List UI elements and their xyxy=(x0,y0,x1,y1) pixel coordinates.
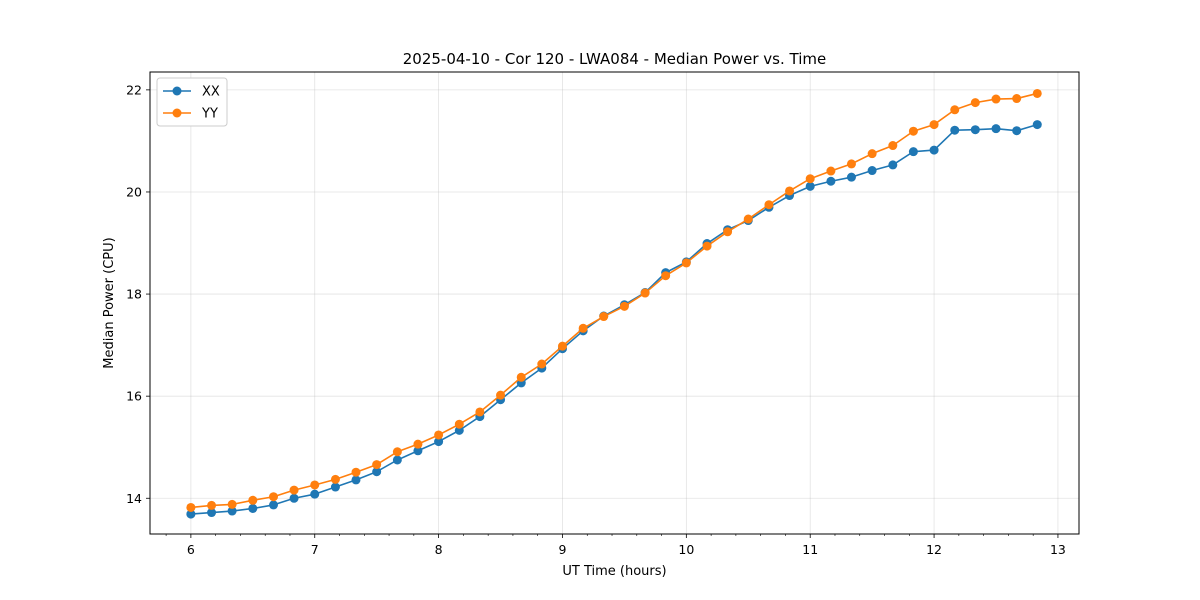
y-tick-label: 20 xyxy=(126,184,142,199)
series-xx-point xyxy=(991,124,1001,134)
series-xx-point xyxy=(970,125,980,135)
series-xx-point xyxy=(805,181,815,191)
series-yy-point xyxy=(434,430,444,440)
legend: XX YY xyxy=(156,77,228,127)
legend-yy-label: YY xyxy=(201,107,218,122)
series-yy-point xyxy=(1032,88,1042,98)
series-xx-point xyxy=(289,493,299,503)
series-yy-point xyxy=(578,323,588,333)
series-yy-point xyxy=(372,460,382,470)
series-yy-point xyxy=(991,94,1001,104)
series-xx-point xyxy=(269,500,278,510)
axis-ticks: 6 7 8 9 10 11 12 13 14 16 18 20 22 xyxy=(126,82,1066,557)
x-tick-label: 12 xyxy=(926,542,942,557)
series-xx-point xyxy=(1012,126,1022,136)
series-xx-point xyxy=(207,508,217,518)
x-tick-label: 11 xyxy=(802,542,818,557)
series-yy-point xyxy=(516,372,526,382)
series-xx-point xyxy=(950,125,960,135)
series-yy-point xyxy=(351,467,361,477)
series-yy-point xyxy=(330,474,340,484)
y-tick-label: 16 xyxy=(126,389,142,404)
x-tick-label: 8 xyxy=(435,542,443,557)
series-yy-point xyxy=(929,120,939,130)
series-xx-point xyxy=(1032,120,1042,130)
series-yy-point xyxy=(207,500,217,510)
y-axis-title: Median Power (CPU) xyxy=(102,237,117,368)
series-yy-point xyxy=(475,407,485,417)
series-yy-point xyxy=(289,485,299,495)
series-xx-point xyxy=(186,509,196,519)
series-yy-point xyxy=(723,227,733,237)
series-xx-point xyxy=(826,176,836,186)
series-xx-point xyxy=(413,446,423,456)
series-group xyxy=(186,88,1042,519)
series-yy-point xyxy=(1012,94,1022,104)
legend-xx-label: XX xyxy=(202,85,220,100)
series-yy-point xyxy=(557,341,567,351)
series-yy xyxy=(186,88,1042,512)
series-yy-point xyxy=(764,200,774,210)
series-yy-point xyxy=(454,419,464,429)
series-yy-point xyxy=(970,98,980,108)
series-yy-point xyxy=(186,502,196,512)
series-xx-point xyxy=(929,145,939,155)
series-yy-point xyxy=(248,495,258,505)
chart-title: 2025-04-10 - Cor 120 - LWA084 - Median P… xyxy=(403,50,827,68)
series-xx-point xyxy=(867,166,877,176)
series-yy-point xyxy=(805,174,815,184)
series-yy-point xyxy=(908,126,918,136)
series-yy-point xyxy=(702,241,712,251)
series-yy-point xyxy=(269,492,278,502)
series-yy-point xyxy=(785,186,795,196)
x-axis-title: UT Time (hours) xyxy=(562,564,666,579)
series-yy-point xyxy=(392,447,402,457)
plot-frame xyxy=(149,71,1080,535)
series-xx-point xyxy=(392,455,402,465)
series-xx-point xyxy=(351,475,361,485)
x-tick-label: 7 xyxy=(311,542,319,557)
series-xx-point xyxy=(434,437,444,447)
series-yy-point xyxy=(846,159,856,169)
series-xx-point xyxy=(330,482,340,492)
series-yy-point xyxy=(496,390,506,400)
series-yy-point xyxy=(619,301,629,311)
series-xx-point xyxy=(227,506,237,516)
legend-yy-marker xyxy=(172,108,182,118)
legend-xx-marker xyxy=(172,86,182,96)
series-xx-point xyxy=(310,489,320,499)
series-yy-point xyxy=(888,141,898,151)
series-yy-point xyxy=(867,149,877,159)
series-xx-point xyxy=(888,160,898,170)
series-yy-point xyxy=(640,288,650,298)
series-yy-point xyxy=(826,166,836,176)
series-xx-point xyxy=(248,503,258,513)
x-tick-label: 13 xyxy=(1050,542,1066,557)
x-tick-label: 10 xyxy=(678,542,694,557)
y-tick-label: 22 xyxy=(126,82,142,97)
series-yy-point xyxy=(681,258,691,268)
y-tick-label: 18 xyxy=(126,287,142,302)
y-tick-label: 14 xyxy=(126,491,142,506)
series-yy-point xyxy=(743,214,753,224)
series-yy-point xyxy=(413,439,423,449)
series-yy-point xyxy=(227,499,237,509)
series-yy-point xyxy=(310,480,320,490)
x-tick-label: 9 xyxy=(558,542,566,557)
series-yy-point xyxy=(661,271,671,281)
series-xx-point xyxy=(846,172,856,182)
series-yy-point xyxy=(950,105,960,115)
series-yy-point xyxy=(537,359,547,369)
series-xx-point xyxy=(908,147,918,157)
series-xx-point xyxy=(372,467,382,477)
grid xyxy=(150,72,1079,534)
series-yy-point xyxy=(599,312,609,322)
x-tick-label: 6 xyxy=(187,542,195,557)
